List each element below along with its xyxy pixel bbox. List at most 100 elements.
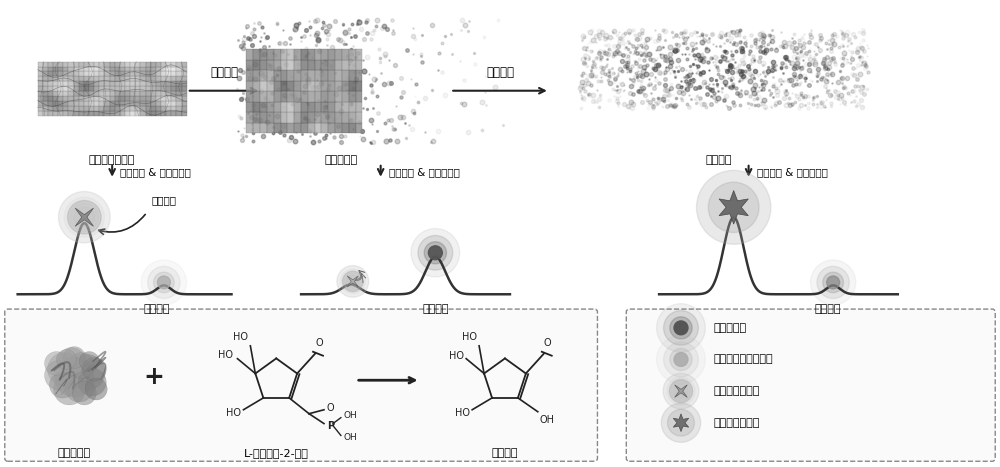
Polygon shape — [38, 86, 43, 91]
Polygon shape — [267, 49, 274, 60]
Polygon shape — [110, 77, 115, 81]
Polygon shape — [182, 71, 187, 77]
Circle shape — [68, 200, 101, 234]
Text: 邻苯二胺还原物: 邻苯二胺还原物 — [714, 417, 760, 428]
Polygon shape — [58, 81, 63, 86]
Circle shape — [674, 321, 688, 335]
Polygon shape — [294, 91, 301, 102]
Polygon shape — [120, 111, 125, 116]
Polygon shape — [53, 96, 58, 101]
Polygon shape — [267, 112, 274, 123]
Text: OH: OH — [344, 433, 358, 442]
Polygon shape — [43, 77, 48, 81]
Polygon shape — [176, 77, 182, 81]
Polygon shape — [267, 102, 274, 112]
Polygon shape — [161, 66, 166, 71]
Text: 被猝灭的红色量子点: 被猝灭的红色量子点 — [714, 354, 773, 364]
Polygon shape — [130, 101, 135, 106]
Circle shape — [697, 170, 771, 244]
Polygon shape — [94, 86, 99, 91]
Polygon shape — [328, 70, 335, 81]
Polygon shape — [74, 106, 79, 111]
Polygon shape — [156, 91, 161, 96]
Text: 红色量子点: 红色量子点 — [714, 323, 747, 333]
Polygon shape — [308, 102, 315, 112]
Circle shape — [53, 373, 85, 405]
Polygon shape — [94, 91, 99, 96]
Polygon shape — [135, 106, 140, 111]
Polygon shape — [74, 111, 79, 116]
Circle shape — [667, 377, 695, 405]
Polygon shape — [294, 123, 301, 133]
Polygon shape — [48, 96, 53, 101]
Polygon shape — [74, 77, 79, 81]
Polygon shape — [140, 86, 146, 91]
Polygon shape — [176, 96, 182, 101]
Polygon shape — [125, 66, 130, 71]
Polygon shape — [79, 71, 84, 77]
Polygon shape — [48, 81, 53, 86]
Polygon shape — [110, 71, 115, 77]
Polygon shape — [140, 106, 146, 111]
Polygon shape — [63, 81, 68, 86]
Polygon shape — [79, 106, 84, 111]
Polygon shape — [94, 77, 99, 81]
Polygon shape — [115, 81, 120, 86]
Polygon shape — [84, 101, 89, 106]
Polygon shape — [246, 70, 253, 81]
Circle shape — [50, 372, 75, 398]
Polygon shape — [68, 71, 74, 77]
Polygon shape — [166, 62, 171, 66]
Polygon shape — [301, 81, 308, 91]
Polygon shape — [294, 102, 301, 112]
Polygon shape — [166, 86, 171, 91]
Circle shape — [428, 246, 442, 260]
Polygon shape — [349, 49, 356, 60]
Polygon shape — [171, 101, 176, 106]
Polygon shape — [281, 70, 287, 81]
Polygon shape — [110, 96, 115, 101]
Polygon shape — [115, 101, 120, 106]
Circle shape — [79, 352, 99, 371]
Polygon shape — [125, 86, 130, 91]
Polygon shape — [342, 112, 349, 123]
Polygon shape — [68, 106, 74, 111]
Polygon shape — [287, 91, 294, 102]
Polygon shape — [166, 96, 171, 101]
Polygon shape — [94, 111, 99, 116]
Polygon shape — [356, 70, 362, 81]
Polygon shape — [99, 71, 104, 77]
Polygon shape — [675, 385, 687, 397]
Polygon shape — [74, 96, 79, 101]
Polygon shape — [38, 96, 43, 101]
Polygon shape — [38, 91, 43, 96]
Polygon shape — [94, 96, 99, 101]
Circle shape — [671, 381, 691, 401]
Polygon shape — [146, 86, 151, 91]
Polygon shape — [321, 49, 328, 60]
Text: 邻苯二胺 & 红色量子点: 邻苯二胺 & 红色量子点 — [389, 167, 459, 177]
Polygon shape — [43, 111, 48, 116]
Circle shape — [657, 304, 705, 352]
Polygon shape — [115, 66, 120, 71]
Polygon shape — [140, 66, 146, 71]
Polygon shape — [171, 62, 176, 66]
Text: 紫色荧光: 紫色荧光 — [815, 304, 841, 314]
Polygon shape — [335, 102, 342, 112]
Polygon shape — [58, 86, 63, 91]
Polygon shape — [115, 86, 120, 91]
Polygon shape — [281, 81, 287, 91]
Polygon shape — [48, 66, 53, 71]
Polygon shape — [125, 101, 130, 106]
Polygon shape — [84, 96, 89, 101]
Polygon shape — [135, 96, 140, 101]
Polygon shape — [58, 101, 63, 106]
Polygon shape — [48, 106, 53, 111]
Polygon shape — [182, 111, 187, 116]
Polygon shape — [63, 91, 68, 96]
Polygon shape — [68, 77, 74, 81]
Polygon shape — [79, 91, 84, 96]
Polygon shape — [79, 86, 84, 91]
Polygon shape — [146, 111, 151, 116]
Polygon shape — [308, 49, 315, 60]
